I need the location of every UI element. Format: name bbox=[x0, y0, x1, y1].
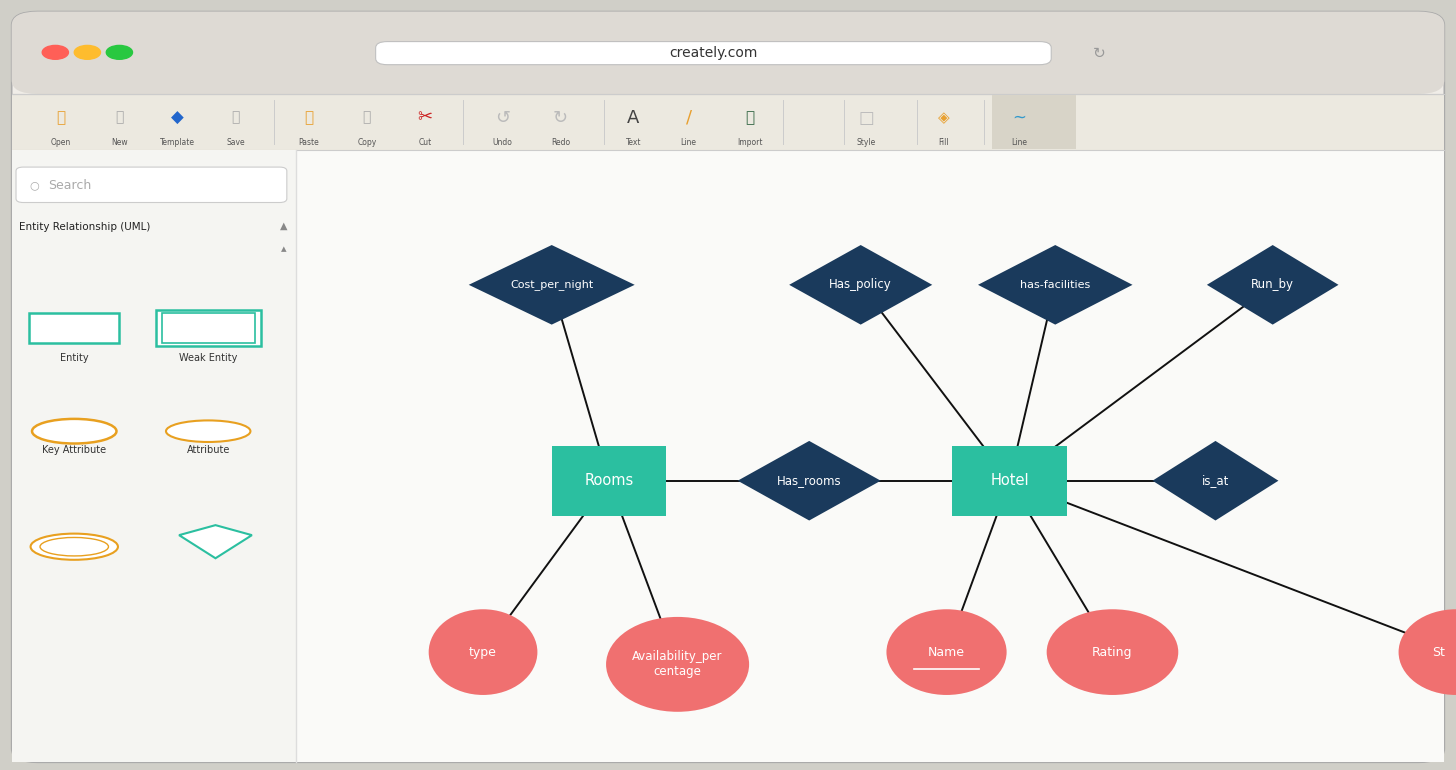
Text: ~: ~ bbox=[1012, 109, 1026, 126]
Text: ○: ○ bbox=[29, 181, 39, 190]
Text: is_at: is_at bbox=[1201, 474, 1229, 487]
Ellipse shape bbox=[606, 617, 750, 711]
Text: Line: Line bbox=[681, 138, 696, 147]
Text: Hotel: Hotel bbox=[990, 474, 1029, 488]
Ellipse shape bbox=[31, 534, 118, 560]
Text: Has_policy: Has_policy bbox=[830, 278, 893, 291]
Text: Rooms: Rooms bbox=[584, 474, 633, 488]
Text: 📄: 📄 bbox=[363, 111, 371, 125]
Ellipse shape bbox=[1399, 609, 1456, 695]
FancyBboxPatch shape bbox=[992, 95, 1076, 149]
FancyBboxPatch shape bbox=[12, 94, 1444, 150]
Polygon shape bbox=[179, 525, 252, 558]
Circle shape bbox=[106, 45, 132, 59]
Polygon shape bbox=[978, 245, 1133, 325]
Text: Attribute: Attribute bbox=[186, 446, 230, 455]
FancyBboxPatch shape bbox=[12, 150, 1444, 762]
Text: type: type bbox=[469, 645, 496, 658]
Text: Availability_per
centage: Availability_per centage bbox=[632, 651, 722, 678]
Text: Redo: Redo bbox=[550, 138, 571, 147]
Text: Search: Search bbox=[48, 179, 92, 192]
Text: Weak Entity: Weak Entity bbox=[179, 353, 237, 363]
Text: Copy: Copy bbox=[357, 138, 377, 147]
Polygon shape bbox=[1207, 245, 1338, 325]
Text: 📄: 📄 bbox=[115, 111, 124, 125]
Text: Name: Name bbox=[927, 645, 965, 658]
Polygon shape bbox=[1153, 441, 1278, 521]
FancyBboxPatch shape bbox=[12, 150, 296, 762]
Text: ▲: ▲ bbox=[280, 221, 288, 230]
Text: ↻: ↻ bbox=[553, 109, 568, 126]
Text: ▴: ▴ bbox=[281, 244, 287, 253]
Text: ↺: ↺ bbox=[495, 109, 510, 126]
FancyBboxPatch shape bbox=[16, 167, 287, 203]
Text: □: □ bbox=[859, 109, 874, 126]
Ellipse shape bbox=[41, 537, 109, 556]
Text: creately.com: creately.com bbox=[670, 46, 757, 60]
Text: Save: Save bbox=[227, 138, 245, 147]
Text: Rating: Rating bbox=[1092, 645, 1133, 658]
Polygon shape bbox=[738, 441, 881, 521]
Ellipse shape bbox=[428, 609, 537, 695]
Text: Cut: Cut bbox=[418, 138, 432, 147]
Circle shape bbox=[74, 45, 100, 59]
FancyBboxPatch shape bbox=[952, 446, 1067, 516]
Polygon shape bbox=[789, 245, 932, 325]
Text: /: / bbox=[686, 109, 692, 126]
Text: St: St bbox=[1431, 645, 1444, 658]
Text: Has_rooms: Has_rooms bbox=[778, 474, 842, 487]
Text: ✂: ✂ bbox=[418, 109, 432, 126]
Text: Text: Text bbox=[626, 138, 641, 147]
Text: ◆: ◆ bbox=[172, 109, 183, 126]
Text: 📋: 📋 bbox=[304, 110, 313, 125]
Text: Open: Open bbox=[51, 138, 71, 147]
Circle shape bbox=[42, 45, 68, 59]
Text: Undo: Undo bbox=[492, 138, 513, 147]
Text: Fill: Fill bbox=[938, 138, 949, 147]
FancyBboxPatch shape bbox=[552, 446, 667, 516]
FancyBboxPatch shape bbox=[156, 310, 261, 346]
FancyBboxPatch shape bbox=[29, 313, 119, 343]
FancyBboxPatch shape bbox=[162, 313, 255, 343]
Text: A: A bbox=[628, 109, 639, 126]
FancyBboxPatch shape bbox=[376, 42, 1051, 65]
Text: Line: Line bbox=[1012, 138, 1026, 147]
Text: 🖼: 🖼 bbox=[745, 110, 754, 125]
FancyBboxPatch shape bbox=[12, 12, 1444, 762]
Text: Entity: Entity bbox=[60, 353, 89, 363]
Text: 📁: 📁 bbox=[57, 110, 66, 125]
Text: Key Attribute: Key Attribute bbox=[42, 446, 106, 455]
Text: Run_by: Run_by bbox=[1251, 278, 1294, 291]
Text: Paste: Paste bbox=[298, 138, 319, 147]
Text: Import: Import bbox=[737, 138, 763, 147]
Text: ↻: ↻ bbox=[1093, 45, 1105, 61]
Text: Cost_per_night: Cost_per_night bbox=[510, 280, 594, 290]
Polygon shape bbox=[469, 245, 635, 325]
Ellipse shape bbox=[1047, 609, 1178, 695]
Ellipse shape bbox=[887, 609, 1006, 695]
Ellipse shape bbox=[166, 420, 250, 442]
Text: 💾: 💾 bbox=[232, 111, 240, 125]
Text: has-facilities: has-facilities bbox=[1021, 280, 1091, 290]
Text: Entity Relationship (UML): Entity Relationship (UML) bbox=[19, 223, 150, 232]
Text: Style: Style bbox=[856, 138, 877, 147]
Text: Template: Template bbox=[160, 138, 195, 147]
Text: New: New bbox=[111, 138, 128, 147]
Text: ◈: ◈ bbox=[938, 110, 949, 125]
Ellipse shape bbox=[32, 419, 116, 444]
FancyBboxPatch shape bbox=[12, 12, 1444, 94]
